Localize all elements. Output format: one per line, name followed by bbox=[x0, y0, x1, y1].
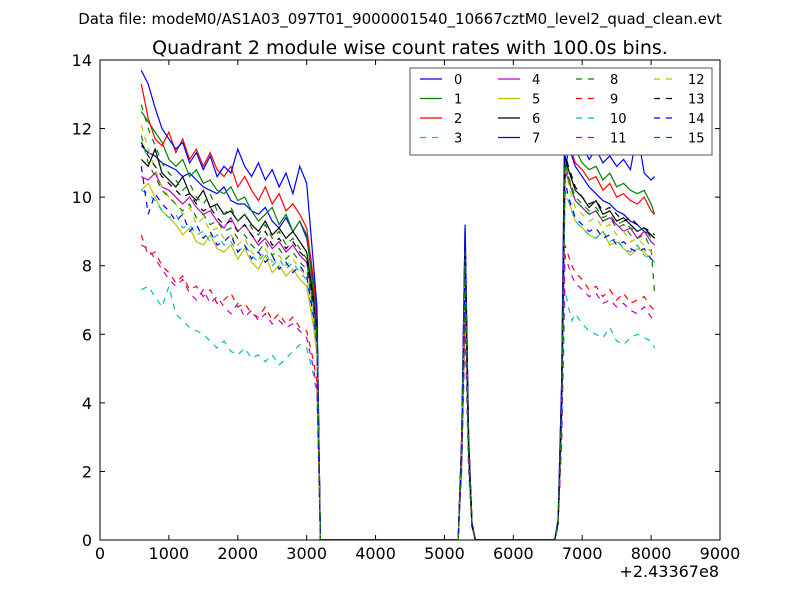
legend-label-10: 10 bbox=[610, 112, 627, 127]
y-tick-label: 6 bbox=[82, 325, 92, 344]
x-tick-label: 8000 bbox=[631, 544, 672, 563]
y-tick-label: 2 bbox=[82, 462, 92, 481]
legend-label-4: 4 bbox=[532, 73, 540, 88]
legend-label-15: 15 bbox=[688, 132, 705, 147]
series-line-6 bbox=[140, 147, 656, 540]
legend-label-3: 3 bbox=[454, 132, 462, 147]
y-tick-label: 4 bbox=[82, 394, 92, 413]
y-tick-label: 14 bbox=[72, 51, 92, 70]
series-line-10 bbox=[141, 189, 656, 540]
file-suptitle: Data file: modeM0/AS1A03_097T01_90000015… bbox=[78, 10, 722, 29]
legend-label-7: 7 bbox=[532, 132, 540, 147]
legend-label-12: 12 bbox=[688, 73, 705, 88]
x-offset-label: +2.43367e8 bbox=[619, 562, 719, 581]
x-tick-label: 9000 bbox=[700, 544, 741, 563]
legend-label-8: 8 bbox=[610, 73, 618, 88]
chart-title: Quadrant 2 module wise count rates with … bbox=[152, 37, 668, 59]
series-line-7 bbox=[140, 70, 656, 540]
legend-label-2: 2 bbox=[454, 112, 462, 127]
series-line-11 bbox=[141, 244, 656, 540]
x-tick-label: 1000 bbox=[149, 544, 190, 563]
series-line-12 bbox=[140, 124, 656, 540]
legend-label-1: 1 bbox=[454, 93, 462, 108]
y-tick-label: 0 bbox=[82, 531, 92, 550]
legend-label-5: 5 bbox=[532, 93, 540, 108]
legend-label-13: 13 bbox=[688, 93, 705, 108]
legend-label-6: 6 bbox=[532, 112, 540, 127]
series-line-9 bbox=[140, 234, 656, 540]
series-line-15 bbox=[140, 135, 656, 540]
series-line-14 bbox=[140, 166, 656, 540]
x-tick-label: 5000 bbox=[424, 544, 465, 563]
x-tick-label: 6000 bbox=[493, 544, 534, 563]
x-tick-label: 4000 bbox=[355, 544, 396, 563]
series-line-5 bbox=[140, 182, 656, 540]
legend-box bbox=[409, 67, 713, 156]
series-line-3 bbox=[141, 284, 656, 540]
y-tick-label: 12 bbox=[72, 120, 92, 139]
series-line-0 bbox=[140, 145, 656, 540]
x-tick-label: 0 bbox=[95, 544, 105, 563]
legend-label-11: 11 bbox=[610, 132, 627, 147]
x-tick-label: 3000 bbox=[286, 544, 327, 563]
legend-label-9: 9 bbox=[610, 93, 618, 108]
axis-ticks: 0 1000 2000 3000 4000 5000 6000 7000 8000 9000 0 2 4… bbox=[72, 51, 741, 563]
x-tick-label: 2000 bbox=[217, 544, 258, 563]
legend-label-14: 14 bbox=[688, 112, 705, 127]
plot-frame bbox=[99, 59, 721, 541]
y-tick-label: 10 bbox=[72, 188, 92, 207]
series-line-13 bbox=[140, 142, 656, 540]
series-line-8 bbox=[140, 104, 656, 540]
series-line-1 bbox=[140, 111, 656, 540]
series-layer bbox=[140, 70, 656, 540]
series-line-4 bbox=[141, 169, 656, 540]
y-tick-label: 8 bbox=[82, 257, 92, 276]
legend-label-0: 0 bbox=[454, 73, 462, 88]
x-tick-label: 7000 bbox=[562, 544, 603, 563]
series-line-2 bbox=[140, 83, 656, 540]
